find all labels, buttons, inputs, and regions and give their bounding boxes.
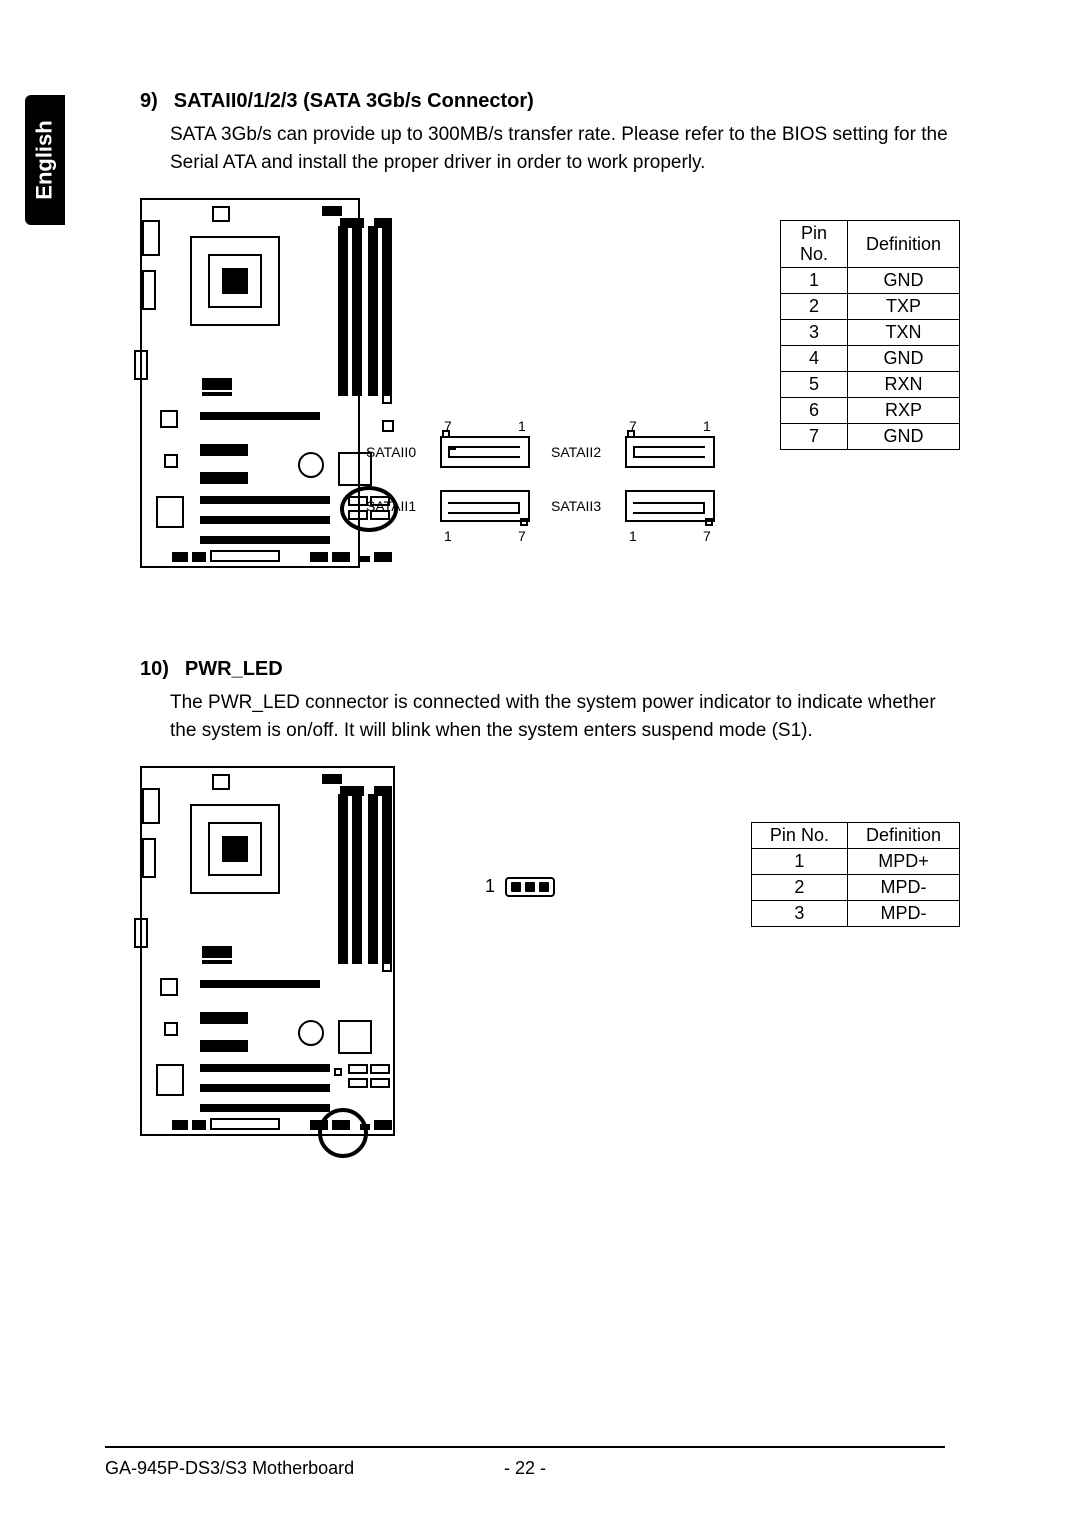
table-cell: 1 — [751, 849, 847, 875]
sata-connector-icon — [625, 490, 715, 522]
table-header: Pin No. — [781, 221, 848, 268]
section-number: 9) — [140, 90, 158, 113]
sata-name-label: SATAII3 — [551, 498, 601, 514]
pwrled-header-glyph-wrap: 1 — [485, 876, 555, 897]
pwrled-pin-table-wrap: Pin No. Definition 1MPD+ 2MPD- 3MPD- — [751, 822, 960, 927]
pin-icon — [525, 882, 535, 892]
table-cell: 6 — [781, 398, 848, 424]
sata-group-left: 7 1 SATAII0 SATAII1 1 7 — [420, 436, 535, 556]
section-number: 10) — [140, 658, 169, 681]
table-cell: 2 — [781, 294, 848, 320]
page-footer: GA-945P-DS3/S3 Motherboard - 22 - . — [105, 1446, 945, 1479]
sata-name-label: SATAII1 — [366, 498, 416, 514]
table-cell: GND — [847, 346, 959, 372]
table-cell: TXP — [847, 294, 959, 320]
table-cell: 7 — [781, 424, 848, 450]
sata-pin-label: 7 — [703, 528, 711, 544]
section-title: SATAII0/1/2/3 (SATA 3Gb/s Connector) — [174, 90, 534, 113]
table-cell: GND — [847, 424, 959, 450]
section-body: The PWR_LED connector is connected with … — [170, 689, 960, 744]
section-pwrled: 10) PWR_LED The PWR_LED connector is con… — [140, 658, 960, 1136]
page-content: 9) SATAII0/1/2/3 (SATA 3Gb/s Connector) … — [140, 90, 960, 1226]
section10-figure-row: 1 Pin No. Definition 1MPD+ 2MPD- 3MPD- — [140, 766, 960, 1136]
sata-connector-icon — [440, 436, 530, 468]
table-cell: 1 — [781, 268, 848, 294]
language-tab: English — [25, 95, 65, 225]
sata-pin-label: 7 — [518, 528, 526, 544]
motherboard-diagram-sata — [140, 198, 360, 568]
pin1-label: 1 — [485, 876, 495, 897]
sata-connector-icon — [625, 436, 715, 468]
table-cell: 2 — [751, 875, 847, 901]
section-title: PWR_LED — [185, 658, 283, 681]
sata-pin-table: Pin No. Definition 1GND 2TXP 3TXN 4GND 5… — [780, 220, 960, 450]
pwrled-pin-table: Pin No. Definition 1MPD+ 2MPD- 3MPD- — [751, 822, 960, 927]
pin-icon — [511, 882, 521, 892]
footer-product-name: GA-945P-DS3/S3 Motherboard — [105, 1458, 354, 1479]
section9-figure-row: 7 1 SATAII0 SATAII1 1 7 — [140, 198, 960, 568]
section-sata: 9) SATAII0/1/2/3 (SATA 3Gb/s Connector) … — [140, 90, 960, 568]
table-cell: MPD+ — [847, 849, 959, 875]
sata-pin-label: 1 — [629, 528, 637, 544]
table-cell: GND — [847, 268, 959, 294]
sata-pin-label: 1 — [518, 418, 526, 434]
table-header: Definition — [847, 221, 959, 268]
sata-group-right: 7 1 SATAII2 SATAII3 1 7 — [605, 436, 720, 556]
sata-pin-label: 1 — [703, 418, 711, 434]
table-cell: 3 — [751, 901, 847, 927]
table-cell: MPD- — [847, 901, 959, 927]
footer-page-number: - 22 - — [504, 1458, 546, 1479]
section-heading-row: 10) PWR_LED — [140, 658, 960, 681]
motherboard-diagram-pwrled — [140, 766, 395, 1136]
sata-pin-label: 1 — [444, 528, 452, 544]
table-cell: RXN — [847, 372, 959, 398]
sata-connector-icon — [440, 490, 530, 522]
table-cell: 5 — [781, 372, 848, 398]
section-body: SATA 3Gb/s can provide up to 300MB/s tra… — [170, 121, 960, 176]
language-tab-label: English — [32, 120, 58, 199]
sata-name-label: SATAII2 — [551, 444, 601, 460]
pin-header-icon — [505, 877, 555, 897]
sata-connectors-wrap: 7 1 SATAII0 SATAII1 1 7 — [420, 436, 720, 556]
table-cell: 4 — [781, 346, 848, 372]
sata-name-label: SATAII0 — [366, 444, 416, 460]
highlight-ring-pwrled — [318, 1108, 368, 1158]
table-cell: TXN — [847, 320, 959, 346]
sata-pin-table-wrap: Pin No. Definition 1GND 2TXP 3TXN 4GND 5… — [780, 220, 960, 450]
table-cell: MPD- — [847, 875, 959, 901]
pin-icon — [539, 882, 549, 892]
table-header: Pin No. — [751, 823, 847, 849]
section-heading-row: 9) SATAII0/1/2/3 (SATA 3Gb/s Connector) — [140, 90, 960, 113]
table-cell: RXP — [847, 398, 959, 424]
table-cell: 3 — [781, 320, 848, 346]
table-header: Definition — [847, 823, 959, 849]
